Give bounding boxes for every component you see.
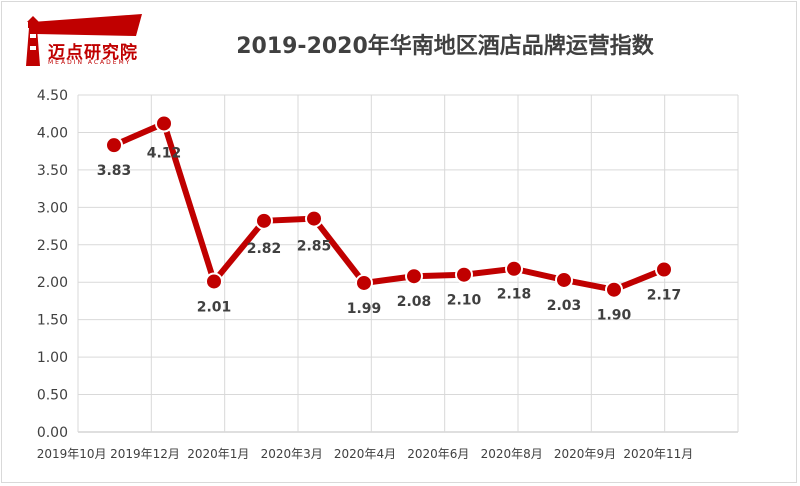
x-tick-label: 2020年1月 (187, 447, 249, 461)
y-tick-label: 1.50 (37, 313, 68, 329)
x-tick-label: 2019年12月 (110, 447, 180, 461)
data-point (555, 270, 573, 289)
x-tick-label: 2020年3月 (261, 447, 323, 461)
data-point (155, 114, 173, 133)
data-point (605, 280, 623, 299)
logo-subtitle: MEADIN ACADEMY (48, 59, 132, 66)
logo: 迈点研究院 MEADIN ACADEMY (18, 14, 142, 70)
x-tick-label: 2020年8月 (481, 447, 543, 461)
data-label: 2.10 (447, 293, 482, 309)
y-tick-label: 1.00 (37, 350, 68, 366)
y-tick-label: 4.00 (37, 125, 68, 141)
y-tick-label: 3.00 (37, 200, 68, 216)
y-tick-label: 2.00 (37, 275, 68, 291)
x-tick-label: 2019年10月 (37, 447, 107, 461)
x-tick-label: 2020年4月 (334, 447, 396, 461)
y-tick-label: 0.00 (37, 425, 68, 441)
data-point (455, 265, 473, 284)
y-tick-label: 3.50 (37, 163, 68, 179)
x-tick-label: 2020年6月 (407, 447, 469, 461)
data-label: 4.12 (147, 145, 182, 161)
data-label: 2.85 (297, 239, 332, 255)
data-point (505, 259, 523, 278)
data-label: 2.18 (497, 287, 532, 303)
data-label: 2.01 (197, 299, 232, 315)
data-label: 2.82 (247, 241, 282, 257)
data-point (355, 273, 373, 292)
y-tick-label: 0.50 (37, 388, 68, 404)
logo-name: 迈点研究院 (48, 43, 138, 63)
data-label: 2.08 (397, 294, 432, 310)
x-tick-label: 2020年9月 (554, 447, 616, 461)
y-tick-label: 2.50 (37, 238, 68, 254)
chart-title: 2019-2020年华南地区酒店品牌运营指数 (236, 34, 654, 59)
data-point (255, 211, 273, 230)
series-line (111, 120, 667, 293)
data-point (655, 260, 673, 279)
data-label: 1.90 (597, 308, 632, 324)
x-tick-label: 2020年11月 (623, 447, 693, 461)
data-point (205, 272, 223, 291)
data-label: 2.17 (647, 287, 682, 303)
data-label: 2.03 (547, 298, 582, 314)
data-point (305, 209, 323, 228)
data-point (105, 136, 123, 155)
data-point (405, 267, 423, 286)
data-label: 1.99 (347, 301, 382, 317)
data-label: 3.83 (97, 163, 132, 179)
y-tick-label: 4.50 (37, 88, 68, 104)
logo-banner (32, 14, 142, 36)
